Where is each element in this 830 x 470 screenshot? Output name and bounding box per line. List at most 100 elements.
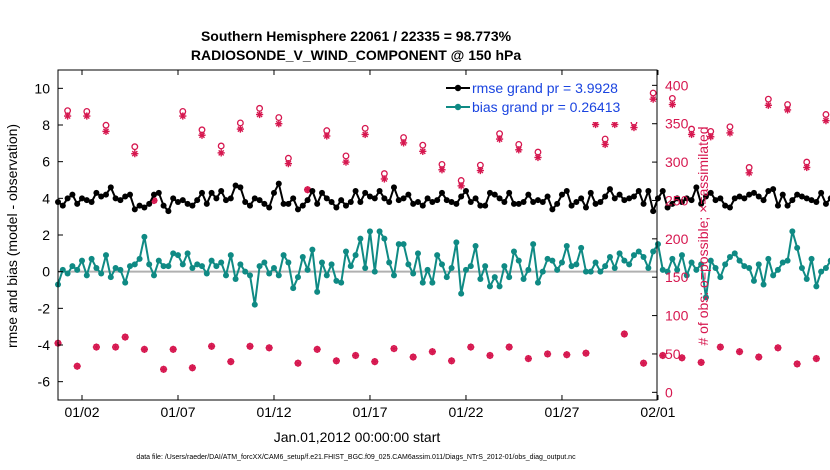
bias-point (213, 263, 220, 270)
rmse-point (573, 199, 580, 205)
rmse-point (390, 184, 397, 191)
bias-line (57, 230, 830, 306)
rmse-point (664, 204, 671, 211)
rmse-point (170, 195, 177, 202)
obs-assimilated-marker (678, 354, 686, 362)
rmse-point (678, 199, 685, 205)
obs-assimilated-marker (524, 354, 532, 363)
rmse-point (501, 199, 508, 205)
rmse-point (189, 202, 196, 209)
bias-point (405, 261, 412, 268)
obs-assimilated-marker (380, 175, 388, 183)
rmse-point (218, 188, 225, 194)
bias-point (218, 259, 225, 266)
rmse-point (654, 195, 661, 202)
rmse-point (395, 197, 402, 204)
bias-point (338, 279, 345, 286)
bias-point (798, 265, 805, 271)
bias-point (621, 257, 628, 264)
bias-point (611, 265, 618, 271)
bias-point (290, 285, 297, 292)
bias-point (318, 259, 325, 266)
rmse-point (203, 200, 210, 207)
rmse-point (314, 200, 321, 207)
rmse-point (69, 191, 76, 198)
obs-assimilated-marker (246, 342, 254, 350)
rmse-point (496, 195, 503, 202)
bias-point (736, 257, 743, 264)
rmse-point (256, 197, 263, 204)
obs-assimilated-marker (63, 112, 72, 120)
bias-point (362, 265, 369, 271)
rmse-point (530, 199, 537, 205)
rmse-point (520, 199, 527, 205)
legend-rmse-marker (454, 84, 462, 92)
bias-point (650, 248, 657, 255)
bias-point (64, 270, 71, 277)
obs-possible-marker (275, 114, 283, 122)
x-tick-label: 01/17 (352, 404, 387, 420)
obs-assimilated-marker (236, 125, 244, 133)
bias-point (659, 266, 666, 273)
rmse-point (717, 195, 724, 202)
bias-point (275, 272, 282, 279)
bias-point (794, 244, 801, 251)
rmse-point (813, 199, 820, 205)
rmse-point (491, 191, 498, 198)
x-axis: 01/02 01/07 01/12 01/17 01/22 01/27 02/01 (64, 70, 676, 420)
rmse-point (227, 195, 234, 202)
rmse-point (376, 188, 383, 194)
obs-assimilated-marker (620, 330, 628, 338)
bias-point (765, 255, 772, 262)
rmse-point (275, 180, 282, 187)
x-tick-label: 01/22 (448, 404, 483, 420)
rmse-point (443, 197, 450, 204)
rmse-point (213, 195, 220, 202)
rmse-point (438, 189, 445, 196)
rmse-point (750, 189, 757, 196)
bias-point (434, 252, 441, 259)
obs-assimilated-marker (668, 100, 676, 109)
bias-point (520, 276, 527, 282)
bias-point (314, 288, 321, 295)
rmse-point (726, 204, 733, 211)
y-tick-label: 4 (42, 190, 50, 206)
obs-assimilated-marker (630, 123, 638, 132)
bias-point (122, 279, 129, 286)
bias-point (400, 241, 407, 248)
rmse-point (112, 195, 119, 202)
rmse-point (784, 202, 791, 209)
bias-point (304, 266, 311, 273)
rmse-point (299, 202, 306, 209)
rmse-point (534, 197, 541, 204)
bias-point (141, 233, 148, 240)
y-tick-label: 0 (42, 264, 50, 280)
bias-point (78, 257, 85, 264)
rmse-point (357, 199, 364, 205)
rmse-point (59, 202, 66, 209)
bias-point (390, 272, 397, 279)
y-right-tick-label: 0 (665, 384, 673, 400)
rmse-point (386, 199, 393, 205)
bias-point (616, 250, 623, 257)
bias-point (472, 243, 479, 249)
bias-point (515, 257, 522, 264)
rmse-point (434, 197, 441, 204)
bias-point (107, 274, 114, 281)
rmse-point (731, 195, 738, 202)
rmse-point (554, 200, 561, 207)
rmse-point (347, 199, 354, 205)
rmse-point (251, 195, 258, 202)
obs-assimilated-marker (764, 101, 772, 109)
obs-assimilated-marker (447, 357, 456, 365)
rmse-point (669, 200, 676, 207)
rmse-point (606, 186, 613, 193)
bias-point (429, 279, 436, 286)
obs-assimilated-marker (793, 360, 801, 368)
obs-assimilated-marker (275, 120, 283, 128)
bias-point (597, 268, 604, 275)
rmse-point (462, 188, 469, 194)
bias-point (549, 257, 556, 264)
rmse-point (789, 197, 796, 204)
obs-assimilated-marker (745, 169, 753, 177)
